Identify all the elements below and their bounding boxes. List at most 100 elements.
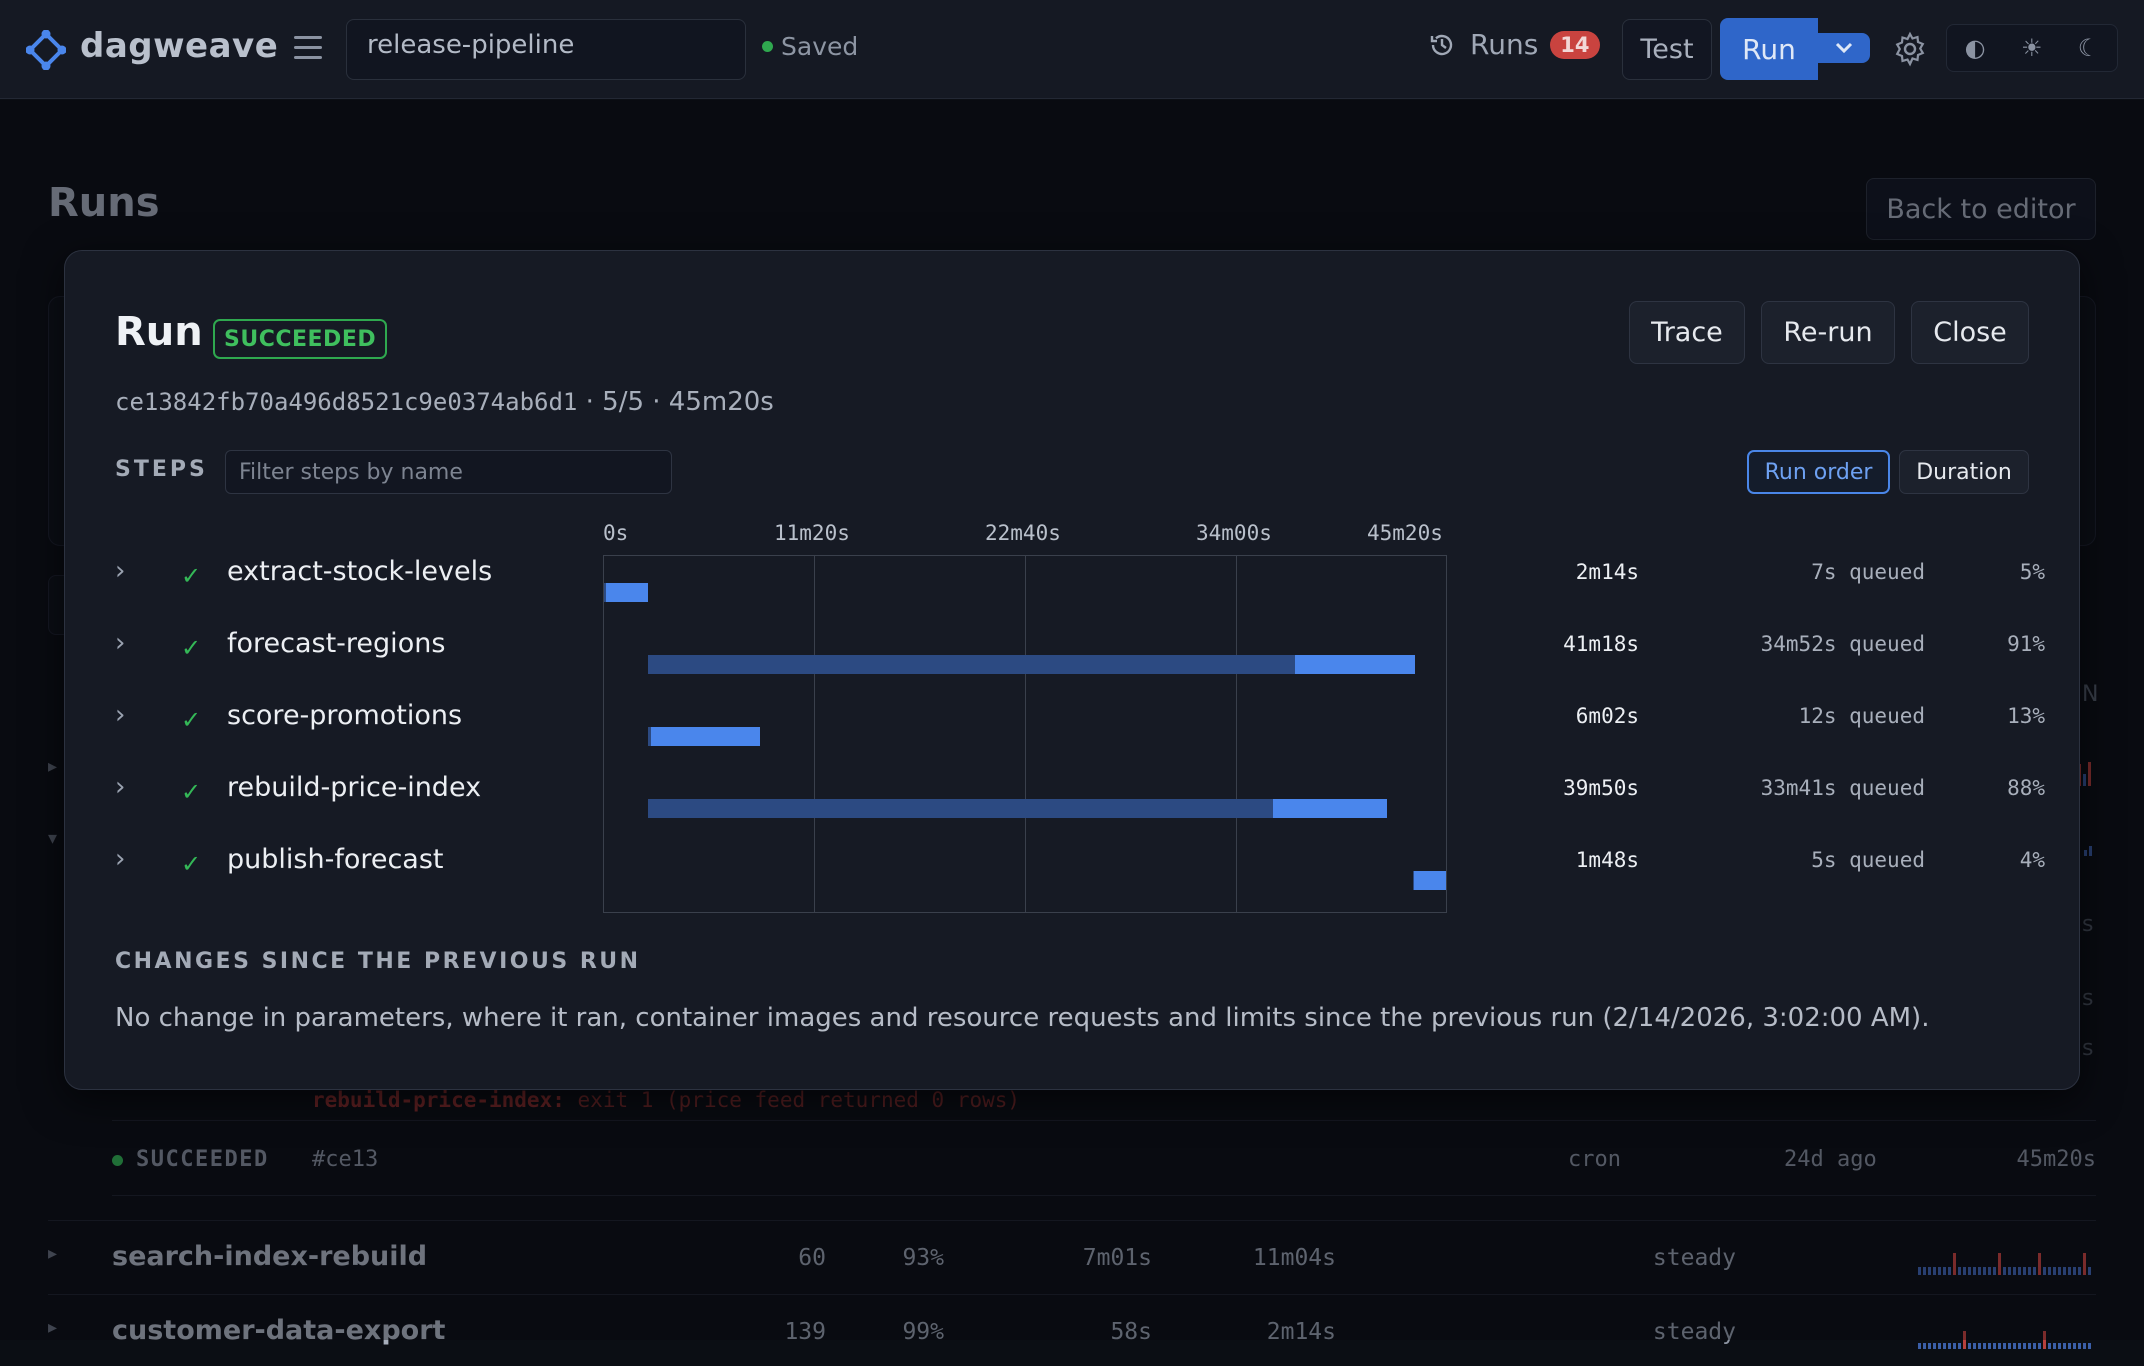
sparkline-bar [2003,1343,2006,1349]
changes-text: No change in parameters, where it ran, c… [115,1003,1930,1033]
sparkline-bar [2018,1343,2021,1349]
sparkline-bar [2058,1343,2061,1349]
sparkline-bar [2068,1267,2071,1275]
p95-duration: 11m04s [1252,1245,1336,1271]
sparkline-bar [1978,1343,1981,1349]
run-summary: · 5/5 · 45m20s [577,387,774,417]
sparkline-bar [2078,1267,2081,1275]
modal-title: Run [115,309,203,355]
sparkline-bar [1958,1267,1961,1275]
hamburger-menu-icon[interactable] [294,36,322,62]
step-name: extract-stock-levels [227,556,493,587]
duration: 45m20s [2016,1147,2096,1172]
step-filter-input[interactable] [225,450,672,494]
back-to-editor-button[interactable]: Back to editor [1866,178,2096,240]
expand-row-icon[interactable]: ▸ [48,1243,58,1264]
sparkline-bar [1998,1343,2001,1349]
step-timeline [603,555,1447,913]
close-button[interactable]: Close [1911,301,2029,364]
sparkline-bar [1948,1343,1951,1349]
check-icon: ✓ [181,778,202,806]
history-row[interactable]: SUCCEEDED #ce13 cron 24d ago 45m20s [112,1120,2096,1196]
running-bar[interactable] [1273,799,1388,818]
run-id: ce13842fb70a496d8521c9e0374ab6d1 [115,388,578,416]
sparkline-bar [2048,1267,2051,1275]
chevron-right-icon[interactable]: › [115,700,126,730]
sparkline [1918,1245,2096,1275]
top-bar: dagweave release-pipeline Saved Runs 14 … [0,0,2144,99]
step-queued: 34m52s queued [1760,632,1925,656]
sparkline-bar [2088,1267,2091,1275]
trigger: cron [1568,1147,1621,1172]
sparkline-bar [2083,1253,2086,1275]
sparkline-bar [2023,1343,2026,1349]
sort-duration-button[interactable]: Duration [1899,450,2029,494]
partial-cell: s [2082,1036,2094,1061]
running-bar[interactable] [1295,655,1415,674]
sparkline-bar [1933,1343,1936,1349]
running-bar[interactable] [651,727,760,746]
sparkline-bar [1963,1267,1966,1275]
check-icon: ✓ [181,850,202,878]
step-row[interactable]: › ✓ rebuild-price-index 39m50s 33m41s queued… [115,772,2045,844]
chevron-right-icon[interactable]: › [115,628,126,658]
theme-auto-icon[interactable]: ◐ [1964,34,1986,62]
step-queued: 7s queued [1811,560,1925,584]
queued-bar [647,727,652,746]
step-row[interactable]: › ✓ score-promotions 6m02s 12s queued 13% [115,700,2045,772]
pipeline-row[interactable]: ▸ search-index-rebuild 60 93% 7m01s 11m0… [48,1220,2096,1292]
partial-cell: s [2082,912,2094,937]
step-row[interactable]: › ✓ forecast-regions 41m18s 34m52s queued 91% [115,628,2045,700]
theme-switcher: ◐ ☀ ☾ [1946,24,2118,72]
theme-light-icon[interactable]: ☀ [2020,34,2043,62]
step-name: score-promotions [227,700,463,731]
sparkline-bar [2043,1267,2046,1275]
timeline-tick-label: 22m40s [985,521,1061,545]
saved-dot-icon [762,40,773,52]
expand-row-icon[interactable]: ▸ [48,756,58,777]
runs-button[interactable]: Runs 14 [1428,28,1600,61]
run-options-button[interactable] [1818,33,1870,63]
check-icon: ✓ [181,562,202,590]
step-row[interactable]: › ✓ extract-stock-levels 2m14s 7s queued 5% [115,556,2045,628]
rerun-button[interactable]: Re-run [1761,301,1895,364]
sparkline-bar [1943,1343,1946,1349]
expand-row-icon[interactable]: ▸ [48,1317,58,1338]
changes-heading: CHANGES SINCE THE PREVIOUS RUN [115,949,641,974]
sparkline-bar [2028,1343,2031,1349]
run-button[interactable]: Run [1720,18,1818,80]
pipeline-name[interactable]: search-index-rebuild [112,1241,428,1272]
sort-run-order-button[interactable]: Run order [1747,450,1890,494]
timeline-gridline [814,556,815,912]
step-share: 88% [2007,776,2045,800]
test-button[interactable]: Test [1622,19,1712,80]
running-bar[interactable] [1414,871,1446,890]
step-duration: 39m50s [1563,776,1639,800]
runs-count: 60 [798,1245,826,1271]
chevron-right-icon[interactable]: › [115,772,126,802]
collapse-row-icon[interactable]: ▾ [48,828,58,849]
sparkline-bar [1923,1343,1926,1349]
run-id[interactable]: #ce13 [312,1147,379,1172]
sparkline-bar [1948,1267,1951,1275]
sparkline-bar [2008,1267,2011,1275]
chevron-right-icon[interactable]: › [115,556,126,586]
running-bar[interactable] [606,583,648,602]
sparkline-bar [2003,1267,2006,1275]
sparkline-bar [1968,1343,1971,1349]
sparkline-bar [1928,1267,1931,1275]
step-row[interactable]: › ✓ publish-forecast 1m48s 5s queued 4% [115,844,2045,916]
sparkline-bar [1958,1343,1961,1349]
sparkline-bar [2028,1267,2031,1275]
sparkline-bar [2038,1253,2041,1275]
sparkline-bar [1978,1267,1981,1275]
trace-button[interactable]: Trace [1629,301,1745,364]
sparkline-bar [1918,1343,1921,1349]
pipeline-name-input[interactable]: release-pipeline [346,19,746,80]
gear-icon[interactable] [1892,31,1928,67]
sparkline-bar [2063,1343,2066,1349]
sparkline-bar [2023,1267,2026,1275]
run-detail-modal: Run SUCCEEDED Trace Re-run Close ce13842… [64,250,2080,1090]
theme-dark-icon[interactable]: ☾ [2077,34,2100,62]
chevron-right-icon[interactable]: › [115,844,126,874]
